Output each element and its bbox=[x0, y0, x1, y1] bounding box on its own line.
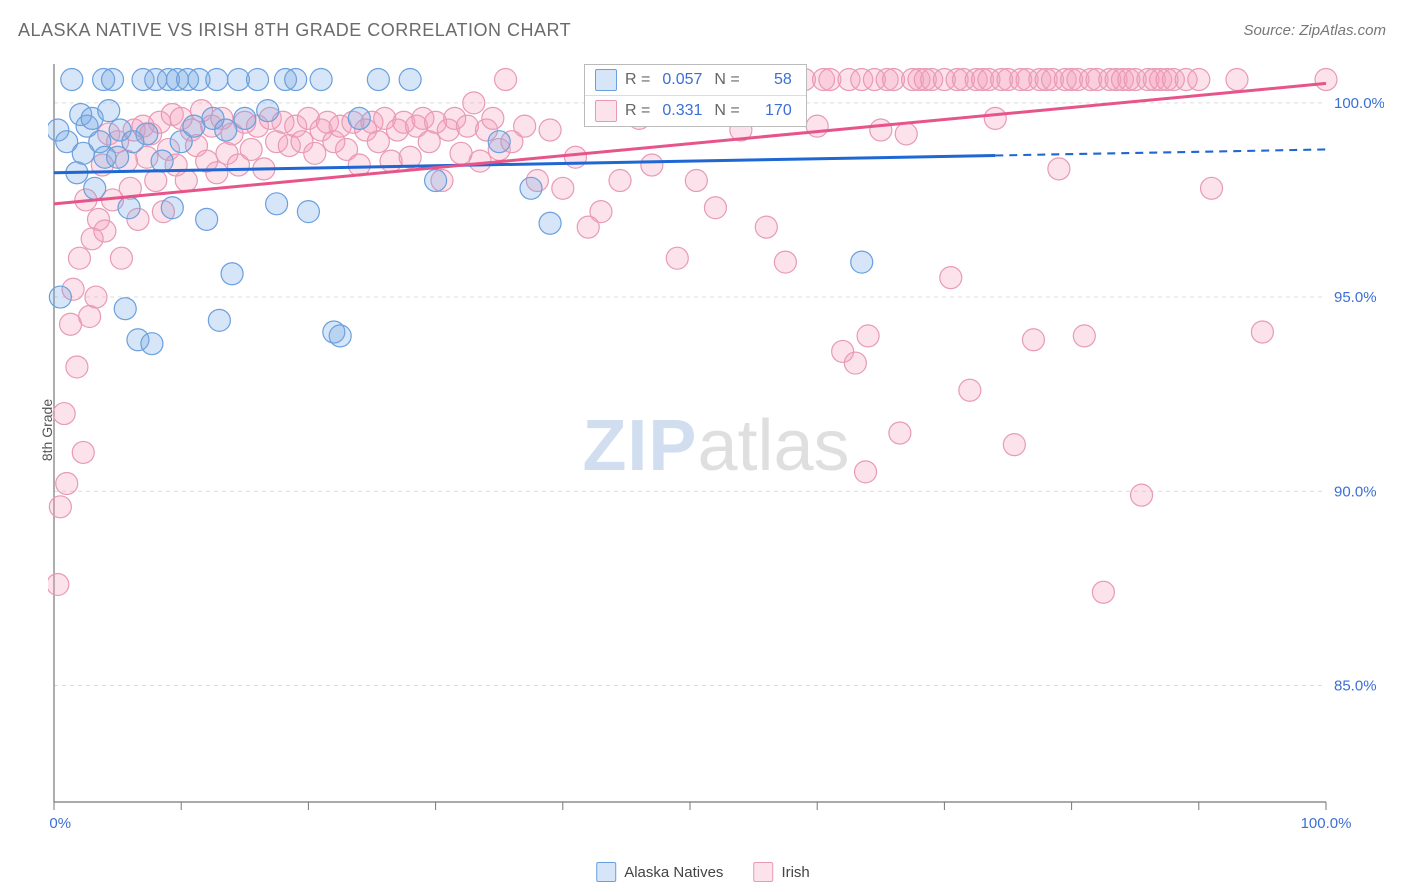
source-label: Source: ZipAtlas.com bbox=[1243, 22, 1386, 39]
svg-text:100.0%: 100.0% bbox=[1334, 95, 1384, 112]
legend-item-irish: Irish bbox=[753, 862, 809, 882]
svg-text:90.0%: 90.0% bbox=[1334, 483, 1377, 500]
correlation-stats-box: R =0.057N =58R =0.331N =170 bbox=[584, 64, 807, 127]
legend: Alaska Natives Irish bbox=[596, 862, 810, 882]
svg-text:95.0%: 95.0% bbox=[1334, 289, 1377, 306]
swatch-irish bbox=[753, 862, 773, 882]
legend-label-alaska: Alaska Natives bbox=[624, 864, 723, 881]
stats-row-irish: R =0.331N =170 bbox=[585, 96, 806, 126]
svg-text:100.0%: 100.0% bbox=[1301, 815, 1352, 832]
scatter-plot: 85.0%90.0%95.0%100.0%0.0%100.0% ZIPatlas… bbox=[48, 56, 1384, 836]
legend-item-alaska: Alaska Natives bbox=[596, 862, 723, 882]
svg-text:85.0%: 85.0% bbox=[1334, 677, 1377, 694]
chart-svg: 85.0% 90.0% 95.0% 100.0% 0.0% 100.0% bbox=[48, 56, 1384, 836]
svg-text:0.0%: 0.0% bbox=[48, 815, 71, 832]
stats-row-alaska: R =0.057N =58 bbox=[585, 65, 806, 96]
stats-swatch-irish bbox=[595, 100, 617, 122]
legend-label-irish: Irish bbox=[781, 864, 809, 881]
swatch-alaska bbox=[596, 862, 616, 882]
chart-title: ALASKA NATIVE VS IRISH 8TH GRADE CORRELA… bbox=[18, 20, 571, 41]
stats-swatch-alaska bbox=[595, 69, 617, 91]
